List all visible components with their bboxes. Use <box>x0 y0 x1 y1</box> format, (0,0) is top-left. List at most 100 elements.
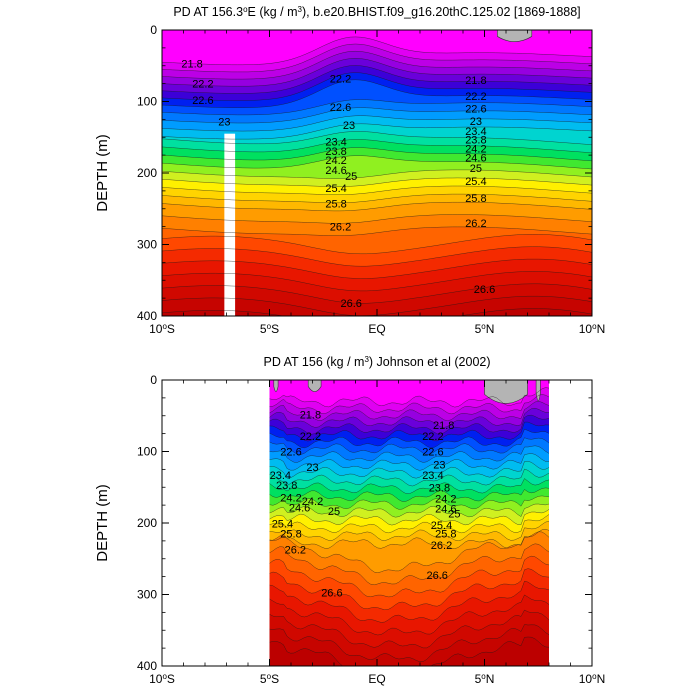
contour-line <box>162 79 592 108</box>
contour-label: 24.2 <box>435 494 456 506</box>
contour-label: 25.8 <box>465 193 486 205</box>
x-tick-label: 10oS <box>149 322 175 337</box>
x-tick-label: EQ <box>368 672 385 686</box>
x-tick-label: EQ <box>368 322 385 336</box>
contour-label: 21.8 <box>465 75 486 87</box>
contour-label: 25 <box>328 506 340 518</box>
contour-line <box>162 107 592 124</box>
contour-label: 23 <box>433 459 445 471</box>
contour-label: 26.2 <box>431 540 452 552</box>
contour-label: 21.8 <box>181 59 202 71</box>
contour-label: 26.2 <box>285 545 306 557</box>
contour-line <box>269 495 550 510</box>
contour-line <box>162 169 592 179</box>
contour-label: 23 <box>306 462 318 474</box>
bottom-axes: 10oS 5oS EQ 5oN 10oN 0 100 200 300 400 <box>137 373 605 686</box>
x-tick-label: 5oS <box>260 322 279 337</box>
contour-line <box>269 514 550 534</box>
contour-line <box>162 185 592 195</box>
contour-label: 22.6 <box>330 102 351 114</box>
contour-line <box>269 421 550 442</box>
contour-label: 25.8 <box>280 529 301 541</box>
contour-line <box>162 177 592 187</box>
contour-label: 23 <box>343 120 355 132</box>
contour-label: 22.6 <box>192 95 213 107</box>
contour-line <box>162 283 592 304</box>
contour-line <box>269 453 550 471</box>
contour-line <box>162 226 592 236</box>
contour-line <box>162 246 592 267</box>
contour-label: 24.2 <box>302 496 323 508</box>
contour-label: 23.4 <box>422 470 443 482</box>
density-band <box>269 637 549 666</box>
y-tick-label: 100 <box>137 95 157 109</box>
contour-line <box>269 401 550 421</box>
x-tick-label: 10oN <box>579 672 605 687</box>
y-tick-label: 0 <box>150 373 157 387</box>
contour-label: 23.8 <box>465 134 486 146</box>
contour-label: 22.2 <box>422 431 443 443</box>
contour-label: 24.6 <box>465 152 486 164</box>
contour-line <box>162 308 592 316</box>
contour-label: 25.4 <box>325 183 346 195</box>
contour-line <box>269 521 550 542</box>
contour-line <box>162 193 592 204</box>
top-contour-labels: 21.821.822.2 22.222.222.622.6 22.623 23 2323… <box>181 59 495 311</box>
contour-label: 22.6 <box>422 447 443 459</box>
contour-label: 25.4 <box>431 520 452 532</box>
contour-line <box>269 394 550 415</box>
contour-line <box>162 201 592 212</box>
contour-line <box>269 437 550 455</box>
contour-label: 24.6 <box>289 502 310 514</box>
contour-label: 22.2 <box>465 91 486 103</box>
contour-label: 22.2 <box>330 74 351 86</box>
y-tick-label: 200 <box>137 166 157 180</box>
missing-data-patch <box>307 380 322 392</box>
top-density-field <box>162 30 592 316</box>
contour-line <box>269 543 550 586</box>
contour-label: 25.8 <box>325 199 346 211</box>
contour-label: 23.8 <box>276 480 297 492</box>
contour-line <box>269 387 550 408</box>
contour-line <box>162 139 592 154</box>
contour-label: 26.6 <box>474 284 495 296</box>
contour-label: 25.4 <box>465 176 486 188</box>
contour-line <box>162 123 592 140</box>
contour-line <box>162 72 592 101</box>
contour-label: 23.4 <box>270 470 291 482</box>
contour-label: 25 <box>470 163 482 175</box>
contour-line <box>269 460 550 479</box>
contour-label: 26.2 <box>465 218 486 230</box>
contour-line <box>269 407 550 428</box>
y-tick-label: 400 <box>137 309 157 323</box>
contour-line <box>162 155 592 170</box>
y-tick-label: 0 <box>150 23 157 37</box>
contour-label: 24.6 <box>435 504 456 516</box>
contour-label: 23.4 <box>465 126 486 138</box>
contour-line <box>162 99 592 116</box>
contour-line <box>269 487 550 502</box>
contour-line <box>269 445 550 463</box>
contour-line <box>162 115 592 132</box>
y-tick-label: 300 <box>137 238 157 252</box>
contour-label: 25.8 <box>435 529 456 541</box>
contour-label: 22.6 <box>280 447 301 459</box>
contour-label: 24.2 <box>325 155 346 167</box>
contour-label: 24.2 <box>465 144 486 156</box>
contour-label: 23.4 <box>325 137 346 149</box>
contour-label: 26.6 <box>340 298 361 310</box>
contour-line <box>269 478 550 494</box>
contour-line <box>269 414 550 435</box>
x-tick-label: 5oS <box>260 672 279 687</box>
bottom-panel-title: PD AT 156 (kg / m3) Johnson et al (2002) <box>263 355 490 370</box>
contour-line <box>269 555 550 598</box>
contour-line <box>269 609 550 649</box>
contour-label: 22.2 <box>300 431 321 443</box>
contour-label: 26.2 <box>330 222 351 234</box>
top-y-axis-label: DEPTH (m) <box>94 134 111 212</box>
contour-line <box>162 147 592 162</box>
x-tick-label: 10oN <box>579 322 605 337</box>
top-axes: 10oS 5oS EQ 5oN 10oN 0 100 200 300 400 <box>137 23 605 336</box>
